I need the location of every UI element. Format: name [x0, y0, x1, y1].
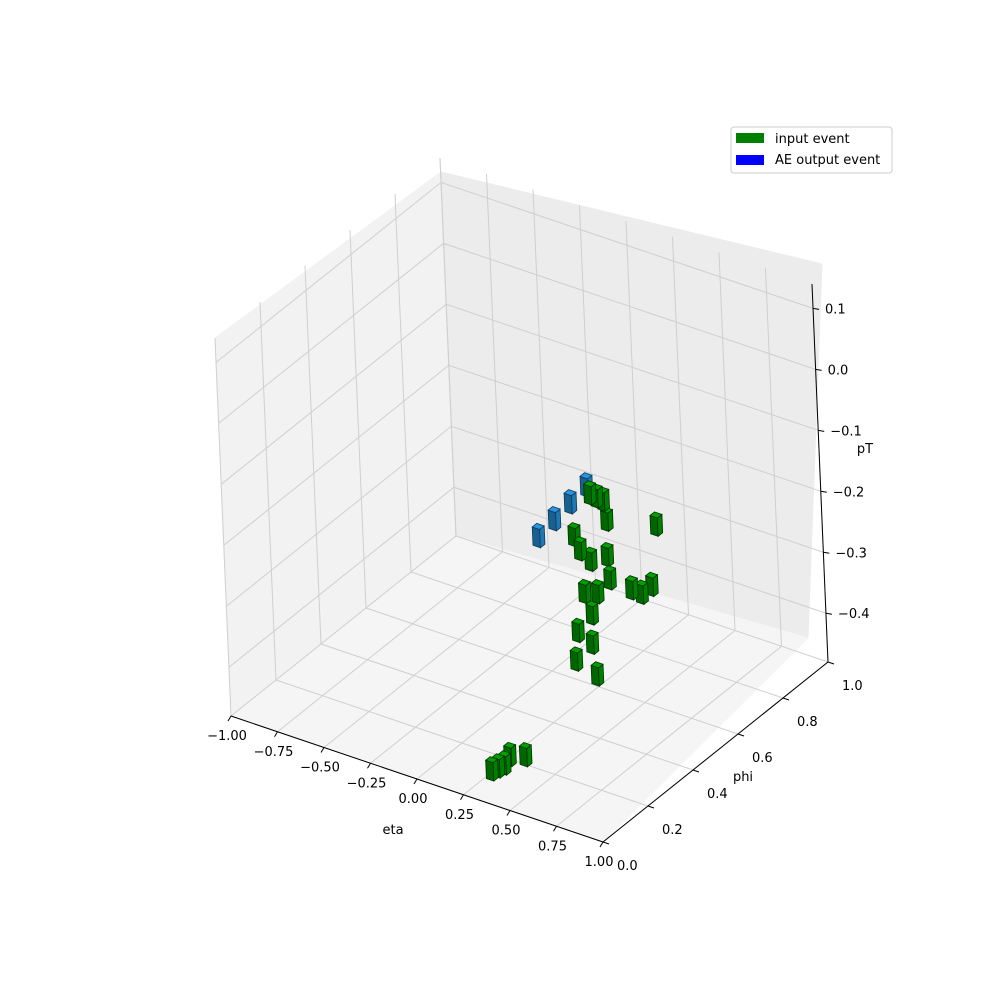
input-event-bar [585, 600, 599, 626]
ae-output-bar [531, 522, 546, 549]
eta-tick-label: 0.50 [492, 824, 521, 839]
input-event-bar [600, 541, 615, 568]
input-event-bar [573, 536, 588, 562]
phi-tick-mark [737, 733, 745, 737]
eta-tick-label: −0.75 [254, 745, 294, 760]
eta-tick-label: 0.25 [445, 808, 474, 823]
input-event-bar [634, 579, 649, 606]
eta-tick-mark [506, 810, 511, 816]
pt-tick-mark [825, 612, 833, 615]
eta-tick-mark [413, 778, 418, 785]
grid-line-phi [394, 193, 784, 699]
eta-tick-mark [553, 825, 557, 832]
phi-tick-mark [602, 841, 610, 845]
pt-tick-mark [815, 368, 822, 371]
pt-tick-label: 0.1 [825, 302, 846, 317]
legend-swatch-ae-output [736, 155, 764, 165]
axes-lines [227, 283, 835, 848]
phi-tick-mark [647, 805, 655, 809]
phi-tick-mark [692, 769, 700, 773]
eta-tick-mark [599, 841, 604, 848]
phi-tick-label: 1.0 [842, 679, 863, 694]
z-axis-label: pT [857, 442, 873, 457]
eta-tick-label: −0.25 [347, 776, 387, 791]
input-event-bar [577, 578, 592, 605]
pt-axis-line [811, 283, 829, 663]
grid-line-pt [218, 242, 816, 424]
grid-line-phi [439, 157, 829, 663]
input-event-bar [585, 629, 600, 656]
pt-tick-mark [818, 429, 825, 432]
eta-tick-label: −0.50 [300, 761, 340, 776]
pt-tick-label: −0.2 [833, 485, 865, 500]
grid-line-pt [223, 364, 821, 546]
legend-swatch-input [736, 133, 764, 143]
bars-layer [484, 472, 664, 782]
input-event-bar [590, 579, 605, 605]
input-event-bar [590, 661, 605, 687]
ae-output-bar [563, 489, 578, 515]
pt-tick-label: 0.0 [828, 363, 849, 378]
input-event-bar [484, 756, 499, 782]
eta-tick-label: 0.75 [538, 839, 567, 854]
grid-line-pt [220, 303, 819, 485]
grid-line-pt [215, 181, 814, 363]
phi-tick-label: 0.0 [617, 859, 638, 874]
eta-tick-mark [367, 762, 371, 769]
phi-tick-label: 0.4 [707, 787, 728, 802]
input-event-bar [582, 480, 597, 506]
grid-line-phi [349, 229, 739, 735]
input-event-bar [602, 565, 617, 591]
phi-tick-label: 0.2 [662, 823, 683, 838]
eta-tick-mark [227, 715, 232, 722]
phi-tick-mark [827, 661, 835, 665]
eta-tick-mark [274, 731, 278, 738]
y-axis-label: phi [733, 770, 753, 785]
pt-tick-mark [823, 551, 830, 554]
eta-tick-label: 0.00 [399, 792, 428, 807]
legend-label-input: input event [775, 132, 850, 147]
phi-tick-label: 0.8 [797, 715, 818, 730]
eta-tick-mark [320, 747, 325, 753]
eta-tick-label: 1.00 [585, 855, 614, 870]
phi-axis-line [602, 661, 829, 843]
legend-box [730, 126, 893, 174]
phi-tick-label: 0.6 [752, 751, 773, 766]
pt-tick-label: −0.1 [830, 424, 862, 439]
input-event-bar [570, 617, 585, 644]
input-event-bar [649, 511, 664, 538]
pt-tick-label: −0.3 [835, 546, 867, 561]
legend-label-ae-output: AE output event [775, 153, 880, 168]
x-axis-label: eta [382, 823, 403, 838]
eta-tick-label: −1.00 [207, 729, 247, 744]
grid-line-pt [226, 425, 824, 607]
ae-output-bar [547, 506, 562, 532]
input-event-bar [569, 646, 584, 673]
input-event-bar [583, 546, 598, 573]
grid-line-phi [304, 265, 694, 771]
pt-tick-mark [820, 490, 827, 493]
tick-labels: −1.00−0.75−0.50−0.250.000.250.500.751.00… [207, 302, 869, 874]
eta-tick-mark [460, 794, 464, 801]
grid-line-pt [228, 486, 827, 668]
phi-tick-mark [782, 697, 790, 701]
pt-tick-label: −0.4 [838, 607, 870, 622]
legend: input event AE output event [730, 126, 893, 174]
input-event-bar [518, 742, 533, 768]
pt-tick-mark [812, 307, 820, 310]
input-event-bar [624, 575, 639, 601]
